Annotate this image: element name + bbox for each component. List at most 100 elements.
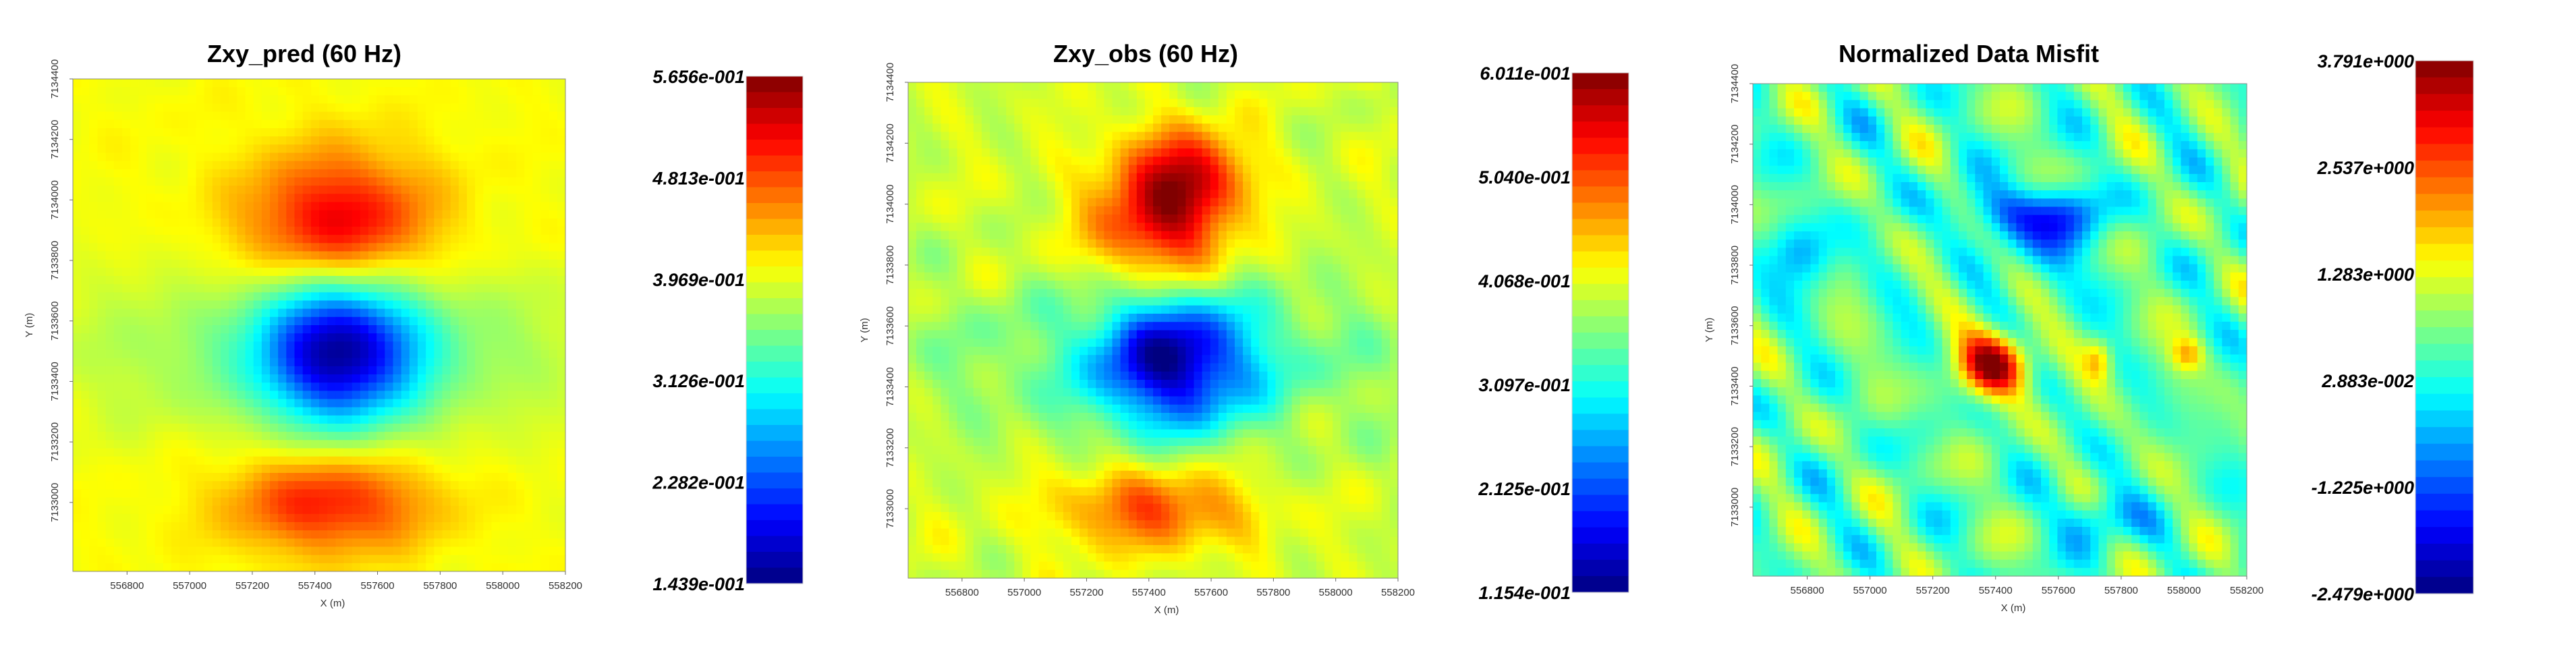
heatmap-cell	[343, 424, 353, 432]
heatmap-cell	[1030, 223, 1040, 232]
heatmap-cell	[1104, 215, 1113, 223]
heatmap-cell	[360, 87, 369, 96]
heatmap-cell	[1088, 82, 1096, 91]
heatmap-cell	[253, 128, 262, 137]
heatmap-cell	[1308, 115, 1317, 124]
heatmap-cell	[507, 186, 517, 194]
heatmap-cell	[245, 128, 254, 137]
heatmap-cell	[294, 333, 304, 342]
heatmap-cell	[516, 464, 525, 474]
heatmap-cell	[491, 152, 501, 162]
heatmap-cell	[105, 481, 115, 490]
heatmap-cell	[1104, 239, 1113, 248]
heatmap-cell	[418, 177, 426, 186]
heatmap-cell	[1046, 115, 1056, 124]
heatmap-cell	[1299, 90, 1309, 100]
heatmap-cell	[1096, 123, 1104, 133]
heatmap-cell	[1373, 157, 1382, 166]
heatmap-cell	[368, 440, 377, 449]
heatmap-cell	[368, 432, 377, 441]
heatmap-cell	[302, 473, 312, 482]
heatmap-cell	[319, 399, 328, 408]
heatmap-cell	[532, 464, 542, 474]
heatmap-cell	[1177, 248, 1186, 256]
heatmap-cell	[130, 202, 139, 211]
heatmap-cell	[1373, 248, 1382, 256]
heatmap-cell	[97, 136, 107, 145]
heatmap-cell	[122, 489, 131, 499]
heatmap-cell	[171, 407, 180, 416]
heatmap-cell	[1104, 198, 1113, 207]
heatmap-cell	[385, 448, 394, 457]
heatmap-cell	[458, 144, 468, 154]
heatmap-cell	[188, 513, 197, 523]
heatmap-cell	[188, 300, 197, 310]
heatmap-cell	[319, 128, 328, 137]
heatmap-cell	[352, 522, 361, 531]
heatmap-cell	[97, 456, 107, 465]
heatmap-cell	[1153, 256, 1162, 265]
heatmap-cell	[163, 152, 172, 162]
heatmap-cell	[97, 473, 107, 482]
heatmap-cell	[1308, 173, 1317, 182]
heatmap-cell	[196, 251, 205, 260]
heatmap-cell	[532, 546, 542, 556]
heatmap-cell	[335, 391, 345, 400]
heatmap-cell	[221, 243, 229, 252]
heatmap-cell	[261, 316, 271, 326]
heatmap-cell	[998, 239, 1007, 248]
heatmap-cell	[130, 546, 139, 556]
heatmap-cell	[458, 111, 468, 121]
heatmap-cell	[458, 161, 468, 170]
heatmap-cell	[73, 218, 82, 227]
heatmap-cell	[1259, 115, 1268, 124]
heatmap-cell	[932, 190, 941, 199]
heatmap-cell	[1251, 115, 1260, 124]
heatmap-cell	[294, 186, 304, 194]
heatmap-cell	[557, 251, 566, 260]
heatmap-cell	[1316, 231, 1325, 240]
heatmap-cell	[278, 128, 287, 137]
heatmap-cell	[557, 177, 566, 186]
heatmap-cell	[532, 522, 542, 531]
heatmap-cell	[1316, 107, 1325, 116]
heatmap-cell	[1071, 215, 1080, 223]
heatmap-cell	[450, 530, 459, 539]
heatmap-cell	[130, 308, 139, 318]
heatmap-cell	[1153, 115, 1162, 124]
heatmap-cell	[319, 432, 328, 441]
heatmap-cell	[949, 215, 958, 223]
heatmap-cell	[1341, 239, 1349, 248]
heatmap-cell	[245, 522, 254, 531]
heatmap-cell	[122, 456, 131, 465]
heatmap-cell	[467, 144, 476, 154]
heatmap-cell	[335, 522, 345, 531]
heatmap-cell	[540, 128, 550, 137]
heatmap-cell	[212, 136, 221, 145]
heatmap-cell	[1120, 173, 1129, 182]
heatmap-cell	[1161, 115, 1170, 124]
heatmap-cell	[1144, 173, 1154, 182]
heatmap-cell	[237, 316, 246, 326]
heatmap-cell	[204, 374, 213, 383]
heatmap-cell	[155, 300, 164, 310]
heatmap-cell	[237, 161, 246, 170]
heatmap-cell	[155, 194, 164, 203]
heatmap-cell	[278, 316, 287, 326]
heatmap-cell	[352, 415, 361, 424]
heatmap-cell	[507, 111, 517, 121]
heatmap-cell	[97, 358, 107, 367]
heatmap-cell	[294, 366, 304, 375]
heatmap-cell	[1063, 215, 1072, 223]
heatmap-cell	[1243, 173, 1252, 182]
heatmap-cell	[196, 382, 205, 391]
heatmap-cell	[221, 79, 229, 88]
heatmap-cell	[499, 448, 509, 457]
heatmap-cell	[146, 186, 156, 194]
heatmap-cell	[221, 415, 229, 424]
heatmap-cell	[1022, 90, 1032, 100]
heatmap-cell	[310, 415, 320, 424]
heatmap-cell	[532, 432, 542, 441]
heatmap-cell	[1259, 107, 1268, 116]
heatmap-cell	[1267, 90, 1277, 100]
